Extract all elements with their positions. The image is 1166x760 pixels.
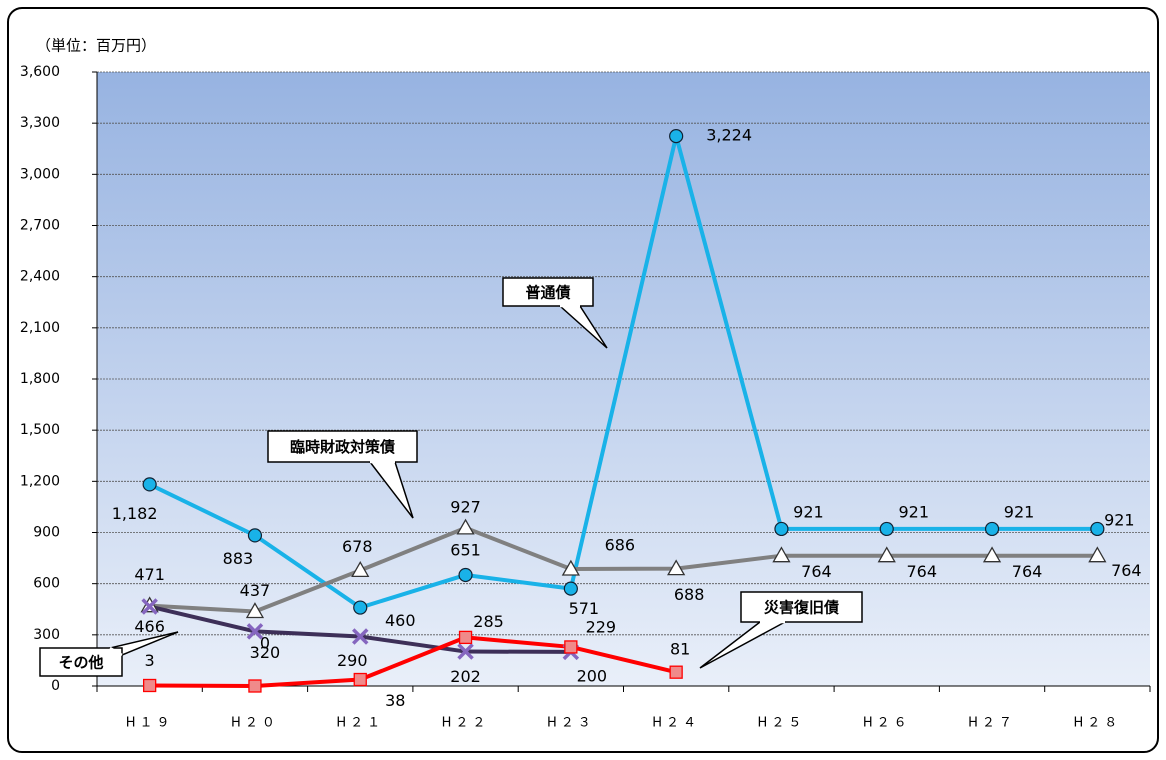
marker [142, 477, 157, 492]
series-line [148, 134, 1098, 610]
y-tick-label: 0 [51, 678, 60, 694]
x-tick-label: H２４ [652, 716, 700, 731]
y-tick-label: 2,700 [20, 218, 60, 234]
marker [772, 546, 791, 563]
y-tick-label: 300 [33, 627, 60, 643]
marker [456, 518, 475, 535]
data-label: 285 [473, 612, 504, 631]
x-tick-label: H２８ [1073, 716, 1121, 731]
data-label: 688 [674, 585, 705, 604]
x-tick-label: H１９ [126, 716, 174, 731]
marker [351, 561, 370, 578]
data-label: 290 [337, 651, 368, 670]
series-line [149, 635, 677, 688]
marker [458, 567, 473, 583]
callout-box [502, 277, 594, 307]
marker [669, 665, 683, 679]
data-label: 202 [450, 667, 481, 686]
data-label: 883 [223, 549, 254, 568]
y-tick-label: 3,300 [20, 115, 60, 131]
data-label: 1,182 [112, 504, 158, 523]
marker [984, 521, 1000, 537]
callout-box [740, 591, 863, 623]
y-tick-label: 1,200 [20, 473, 60, 489]
y-tick-label: 3,000 [20, 166, 60, 182]
marker [353, 672, 367, 687]
marker [774, 521, 789, 537]
callout-cover [109, 646, 123, 657]
data-label: 686 [605, 535, 636, 554]
marker [352, 628, 369, 645]
x-tick-label: H２６ [863, 716, 911, 731]
data-label: 921 [793, 502, 824, 521]
unit-label: （単位：百万円） [36, 37, 156, 55]
marker [982, 546, 1002, 563]
y-tick-label: 1,500 [20, 422, 60, 438]
marker [1088, 546, 1107, 563]
data-label: 3,224 [706, 126, 752, 145]
legend-label: その他 [58, 654, 103, 672]
data-label: 466 [134, 617, 165, 636]
data-label: 927 [450, 497, 481, 516]
callout-box [267, 430, 418, 463]
data-label: 764 [801, 562, 832, 581]
marker [1090, 521, 1105, 537]
marker [353, 600, 368, 615]
x-tick-label: H２３ [547, 716, 595, 731]
data-label: 320 [250, 643, 281, 662]
data-label: 0 [260, 634, 270, 653]
x-tick-label: H２５ [758, 716, 806, 731]
x-tick-label: H２０ [231, 716, 279, 731]
x-tick-label: H２７ [968, 716, 1016, 731]
data-label: 678 [342, 537, 373, 556]
marker [457, 643, 474, 660]
marker [141, 598, 158, 615]
marker [563, 581, 578, 596]
series-line [149, 525, 1098, 614]
data-label: 81 [670, 640, 690, 659]
y-tick-label: 2,400 [20, 269, 60, 285]
data-label: 38 [385, 691, 405, 710]
legend-label: 臨時財政対策債 [290, 438, 395, 456]
marker [667, 559, 686, 576]
marker [247, 528, 263, 543]
data-label: 571 [569, 599, 600, 618]
y-tick-label: 3,600 [20, 64, 60, 80]
data-label: 921 [898, 502, 929, 521]
marker [877, 546, 896, 563]
marker [248, 679, 262, 693]
y-tick-label: 2,100 [20, 320, 60, 336]
data-label: 460 [385, 611, 416, 630]
data-label: 764 [1012, 562, 1043, 581]
y-tick-label: 1,800 [20, 371, 60, 387]
legend-label: 災害復旧債 [764, 599, 839, 617]
data-label: 764 [906, 562, 937, 581]
marker [245, 602, 265, 619]
y-tick-label: 900 [33, 525, 60, 541]
marker [564, 640, 578, 654]
y-tick-label: 600 [33, 576, 60, 592]
marker [142, 678, 157, 693]
data-label: 437 [240, 581, 271, 600]
data-label: 3 [145, 651, 155, 670]
marker [561, 559, 580, 576]
x-tick-label: H２１ [336, 716, 384, 731]
marker [669, 129, 684, 144]
marker [246, 623, 264, 640]
data-label: 651 [450, 540, 481, 559]
x-tick-label: H２２ [442, 716, 490, 731]
callout-box [39, 647, 123, 677]
data-label: 764 [1111, 561, 1142, 580]
data-label: 229 [586, 617, 617, 636]
data-label: 471 [134, 565, 165, 584]
marker [458, 630, 473, 645]
marker [879, 521, 894, 537]
legend-label: 普通債 [525, 284, 570, 302]
data-label: 921 [1004, 502, 1035, 521]
data-label: 200 [577, 666, 608, 685]
data-label: 921 [1104, 510, 1135, 529]
